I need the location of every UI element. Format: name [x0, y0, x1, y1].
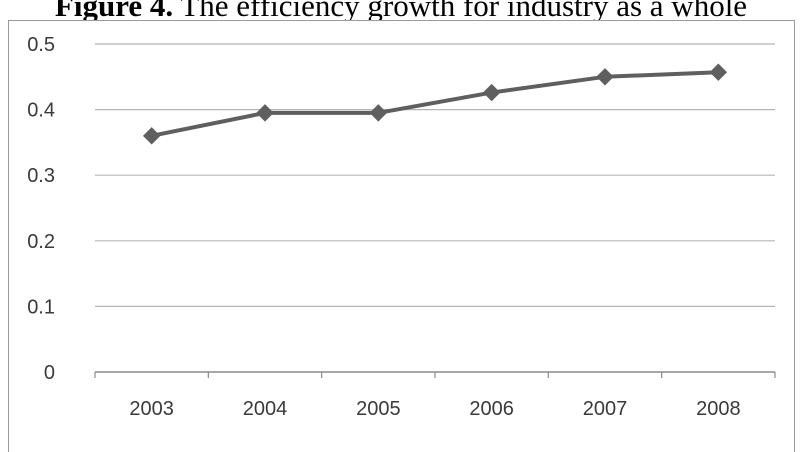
figure-caption-text: The efficiency growth for industry as a …	[173, 0, 748, 23]
y-tick-label: 0.2	[27, 231, 55, 253]
x-tick-label: 2003	[129, 398, 174, 420]
y-tick-label: 0.4	[27, 100, 55, 122]
x-tick-label: 2007	[583, 398, 628, 420]
data-point-marker	[142, 127, 161, 145]
data-point-marker	[369, 104, 388, 122]
x-tick-label: 2006	[469, 398, 514, 420]
series	[142, 63, 728, 145]
chart-frame	[8, 20, 795, 452]
y-tick-label: 0.5	[27, 34, 55, 56]
y-tick-label: 0	[44, 362, 55, 384]
data-point-marker	[596, 68, 614, 86]
x-tick-label: 2005	[356, 398, 401, 420]
series-line	[151, 70, 719, 138]
x-tick-label: 2004	[243, 398, 288, 420]
axes	[94, 371, 776, 378]
data-point-marker	[709, 63, 728, 81]
data-point-marker	[256, 104, 274, 122]
y-tick-label: 0.3	[27, 165, 55, 187]
data-point-marker	[482, 83, 501, 102]
gridlines	[95, 43, 775, 307]
x-tick-label: 2008	[696, 398, 741, 420]
x-tick-labels: 2003 2004 2005 2006 2007 2008	[129, 398, 740, 420]
figure-caption-label: Figure 4.	[54, 0, 174, 23]
y-tick-label: 0.1	[27, 296, 55, 318]
y-tick-labels: 0 0.1 0.2 0.3 0.4 0.5	[27, 34, 55, 384]
figure-caption: Figure 4. The efficiency growth for indu…	[0, 0, 802, 24]
